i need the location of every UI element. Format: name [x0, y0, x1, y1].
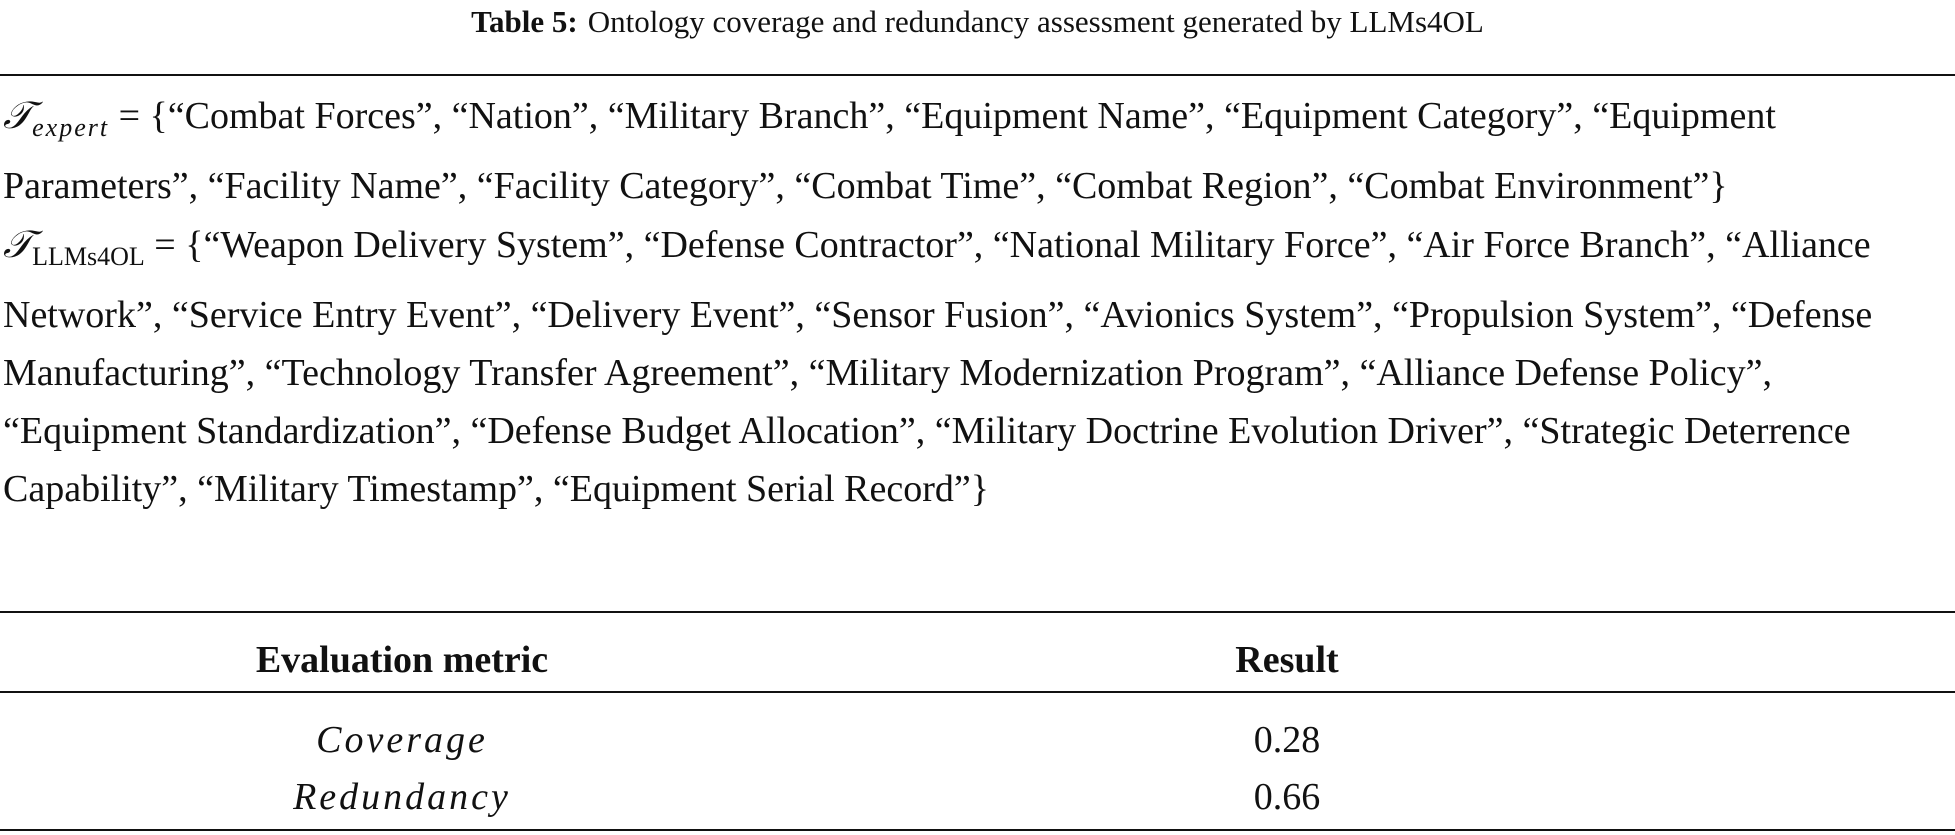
top-rule — [0, 74, 1955, 76]
set: 𝒯expert = {“Combat Forces”, “Nation”, “M… — [3, 86, 1948, 215]
bottom-rule — [0, 829, 1955, 831]
metric-cell: Redundancy — [293, 776, 511, 818]
result-cell: 0.66 — [1253, 776, 1321, 818]
set-content: = {“Combat Forces”, “Nation”, “Military … — [3, 95, 1776, 207]
set-content: = {“Weapon Delivery System”, “Defense Co… — [3, 224, 1873, 510]
header-rule — [0, 691, 1955, 693]
result-cell: 0.28 — [1253, 719, 1321, 761]
set-symbol: 𝒯 — [3, 93, 33, 137]
header-cell: Evaluation metric — [255, 639, 549, 681]
metric-cell: Coverage — [316, 719, 488, 761]
caption-text: Ontology coverage and redundancy assessm… — [587, 4, 1484, 39]
sets: 𝒯expert = {“Combat Forces”, “Nation”, “M… — [3, 86, 1948, 518]
caption: Table 5: Ontology coverage and redundancy… — [0, 4, 1955, 40]
set-subscript: LLMs4OL — [32, 242, 145, 271]
set-subscript: expert — [32, 113, 110, 142]
set-symbol: 𝒯 — [3, 222, 33, 266]
set: 𝒯LLMs4OL = {“Weapon Delivery System”, “D… — [3, 215, 1948, 518]
mid-rule — [0, 611, 1955, 613]
header-cell: Result — [1235, 639, 1339, 681]
caption-label: Table 5: — [471, 4, 578, 39]
